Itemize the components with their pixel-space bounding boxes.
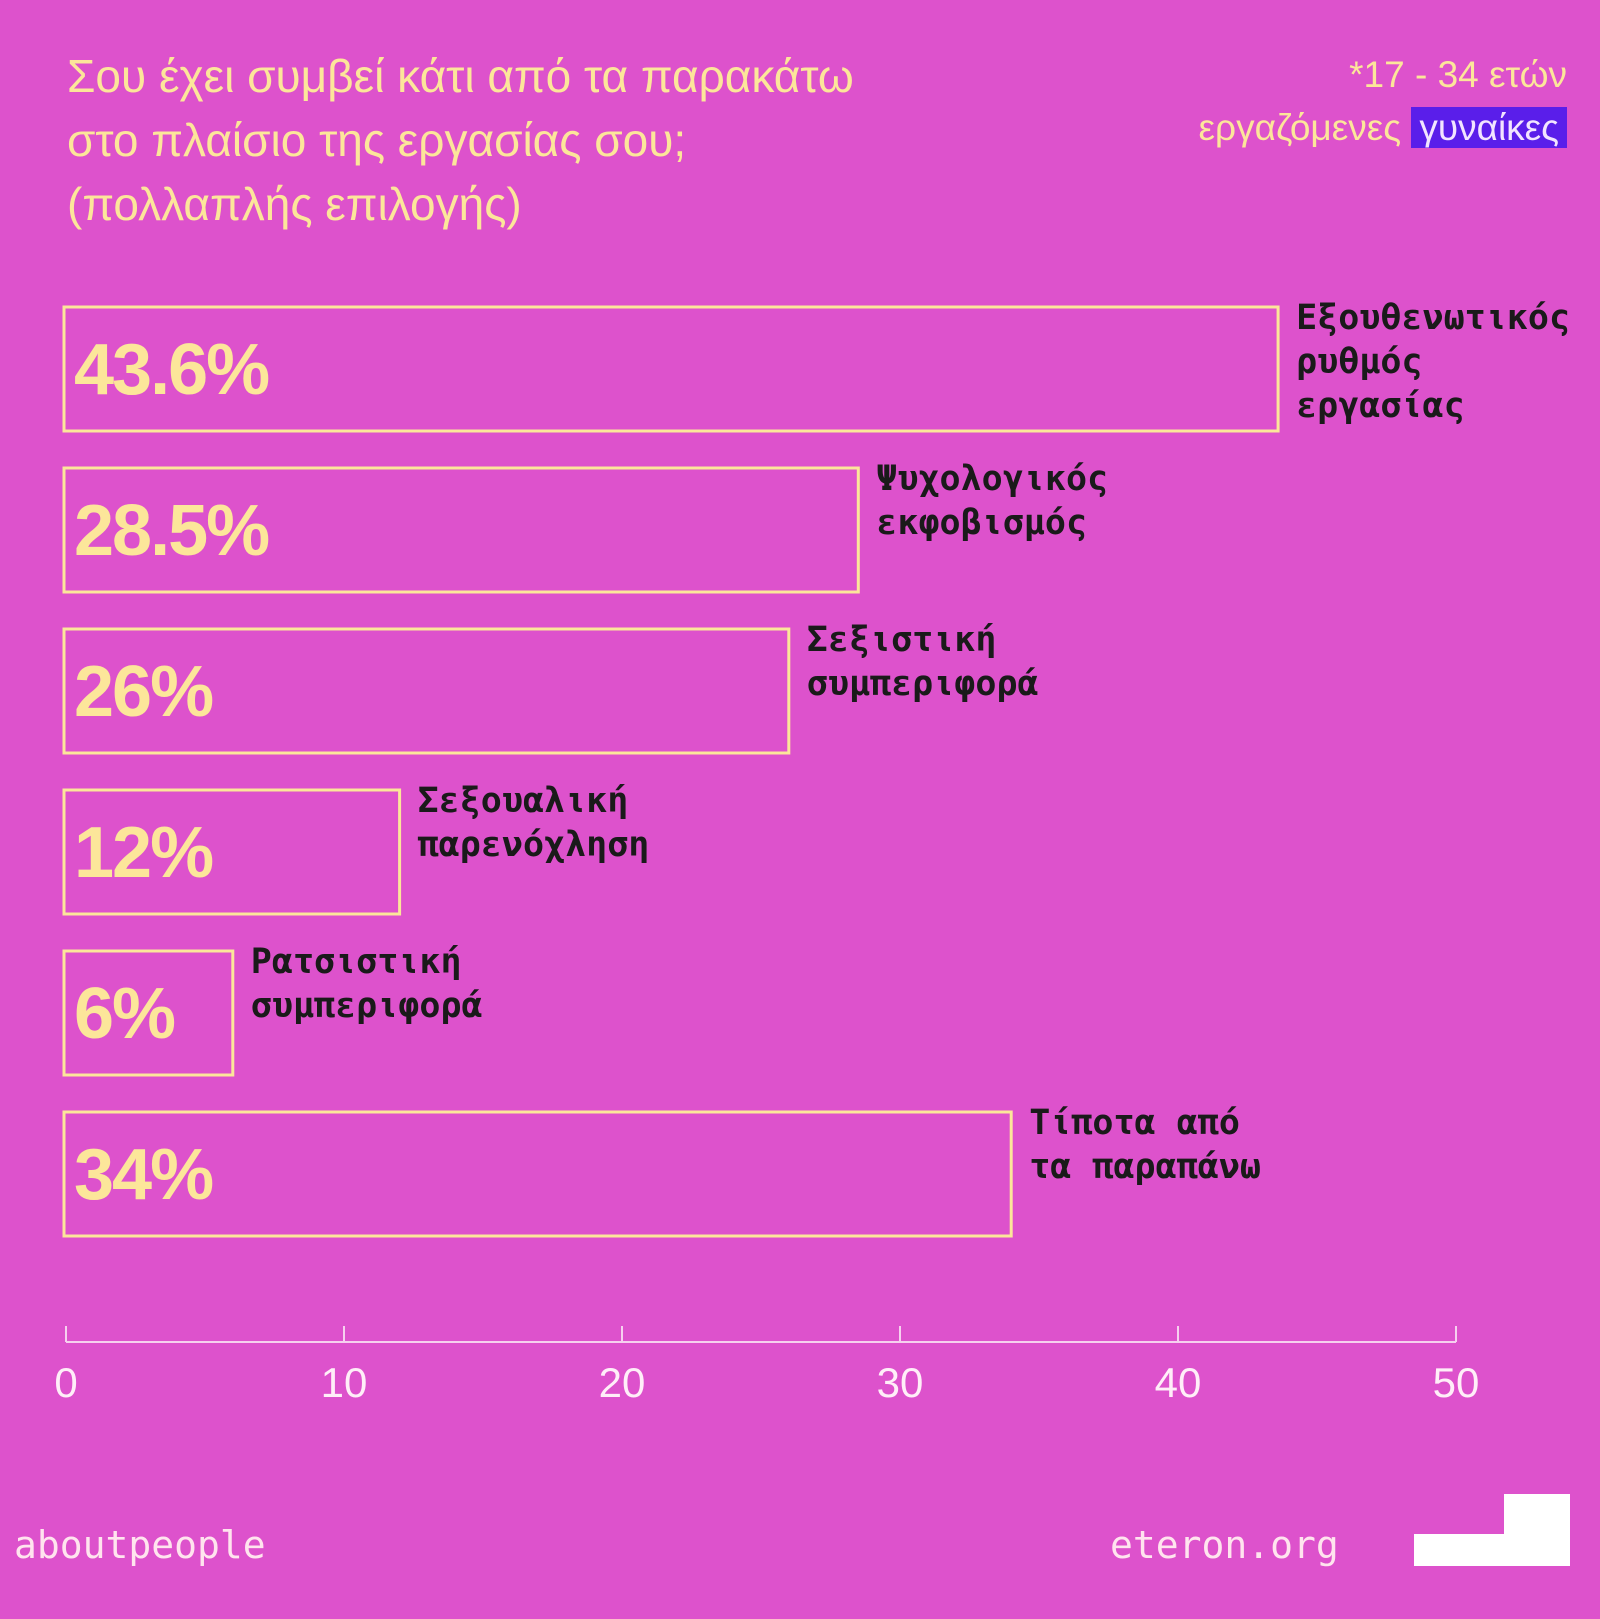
bar-3 (62, 627, 791, 755)
sample-note-age: *17 - 34 ετών (1349, 54, 1567, 95)
chart-title-line-1: Σου έχει συμβεί κάτι από τα παρακάτω (67, 50, 854, 102)
category-label-6-line-2: τα παραπάνω (1029, 1147, 1261, 1187)
chart-title-line-2: στο πλαίσιο της εργασίας σου; (67, 114, 687, 166)
chart-title: Σου έχει συμβεί κάτι από τα παρακάτω στο… (67, 44, 1067, 236)
sample-note-plain: εργαζόμενες (1198, 107, 1402, 148)
category-label-6-line-1: Τίποτα από (1029, 1103, 1240, 1143)
footer-source-right: eteron.org (1110, 1523, 1339, 1567)
bar-2 (62, 466, 860, 594)
bar-value-label-1: 43.6% (74, 330, 269, 410)
category-label-1-line-3: εργασίας (1296, 386, 1465, 426)
chart-title-line-3: (πολλαπλής επιλογής) (67, 178, 522, 230)
eteron-logo-icon (1414, 1494, 1570, 1566)
category-label-2-line-1: Ψυχολογικός (876, 459, 1108, 499)
category-label-4-line-1: Σεξουαλική (418, 781, 629, 821)
category-label-5-line-1: Ρατσιστική (251, 942, 462, 982)
category-label-4-line-2: παρενόχληση (418, 825, 650, 865)
x-tick-label-1: 0 (54, 1359, 77, 1406)
bar-value-label-5: 6% (74, 974, 175, 1054)
category-label-2-line-2: εκφοβισμός (876, 503, 1087, 543)
bar-5 (62, 949, 235, 1077)
bar-value-label-3: 26% (74, 652, 213, 732)
x-tick-label-6: 50 (1433, 1359, 1480, 1406)
x-tick-label-2: 10 (321, 1359, 368, 1406)
footer-source-left: aboutpeople (14, 1523, 266, 1567)
sample-note: *17 - 34 ετών εργαζόμενες γυναίκες (1199, 48, 1567, 154)
bar-1 (62, 305, 1280, 433)
bar-4 (62, 788, 402, 916)
bar-value-label-2: 28.5% (74, 491, 269, 571)
sample-note-group: εργαζόμενες γυναίκες (1199, 101, 1567, 154)
bar-value-label-6: 34% (74, 1135, 213, 1215)
category-label-3-line-2: συμπεριφορά (807, 664, 1039, 704)
x-tick-label-5: 40 (1155, 1359, 1202, 1406)
bar-6 (62, 1110, 1013, 1238)
sample-note-highlight: γυναίκες (1411, 107, 1567, 148)
category-label-3-line-1: Σεξιστική (807, 620, 997, 660)
category-label-1-line-1: Εξουθενωτικός (1296, 298, 1570, 338)
bar-value-label-4: 12% (74, 813, 213, 893)
x-tick-label-3: 20 (599, 1359, 646, 1406)
category-label-5-line-2: συμπεριφορά (251, 986, 483, 1026)
x-tick-label-4: 30 (877, 1359, 924, 1406)
category-label-1-line-2: ρυθμός (1296, 342, 1422, 382)
